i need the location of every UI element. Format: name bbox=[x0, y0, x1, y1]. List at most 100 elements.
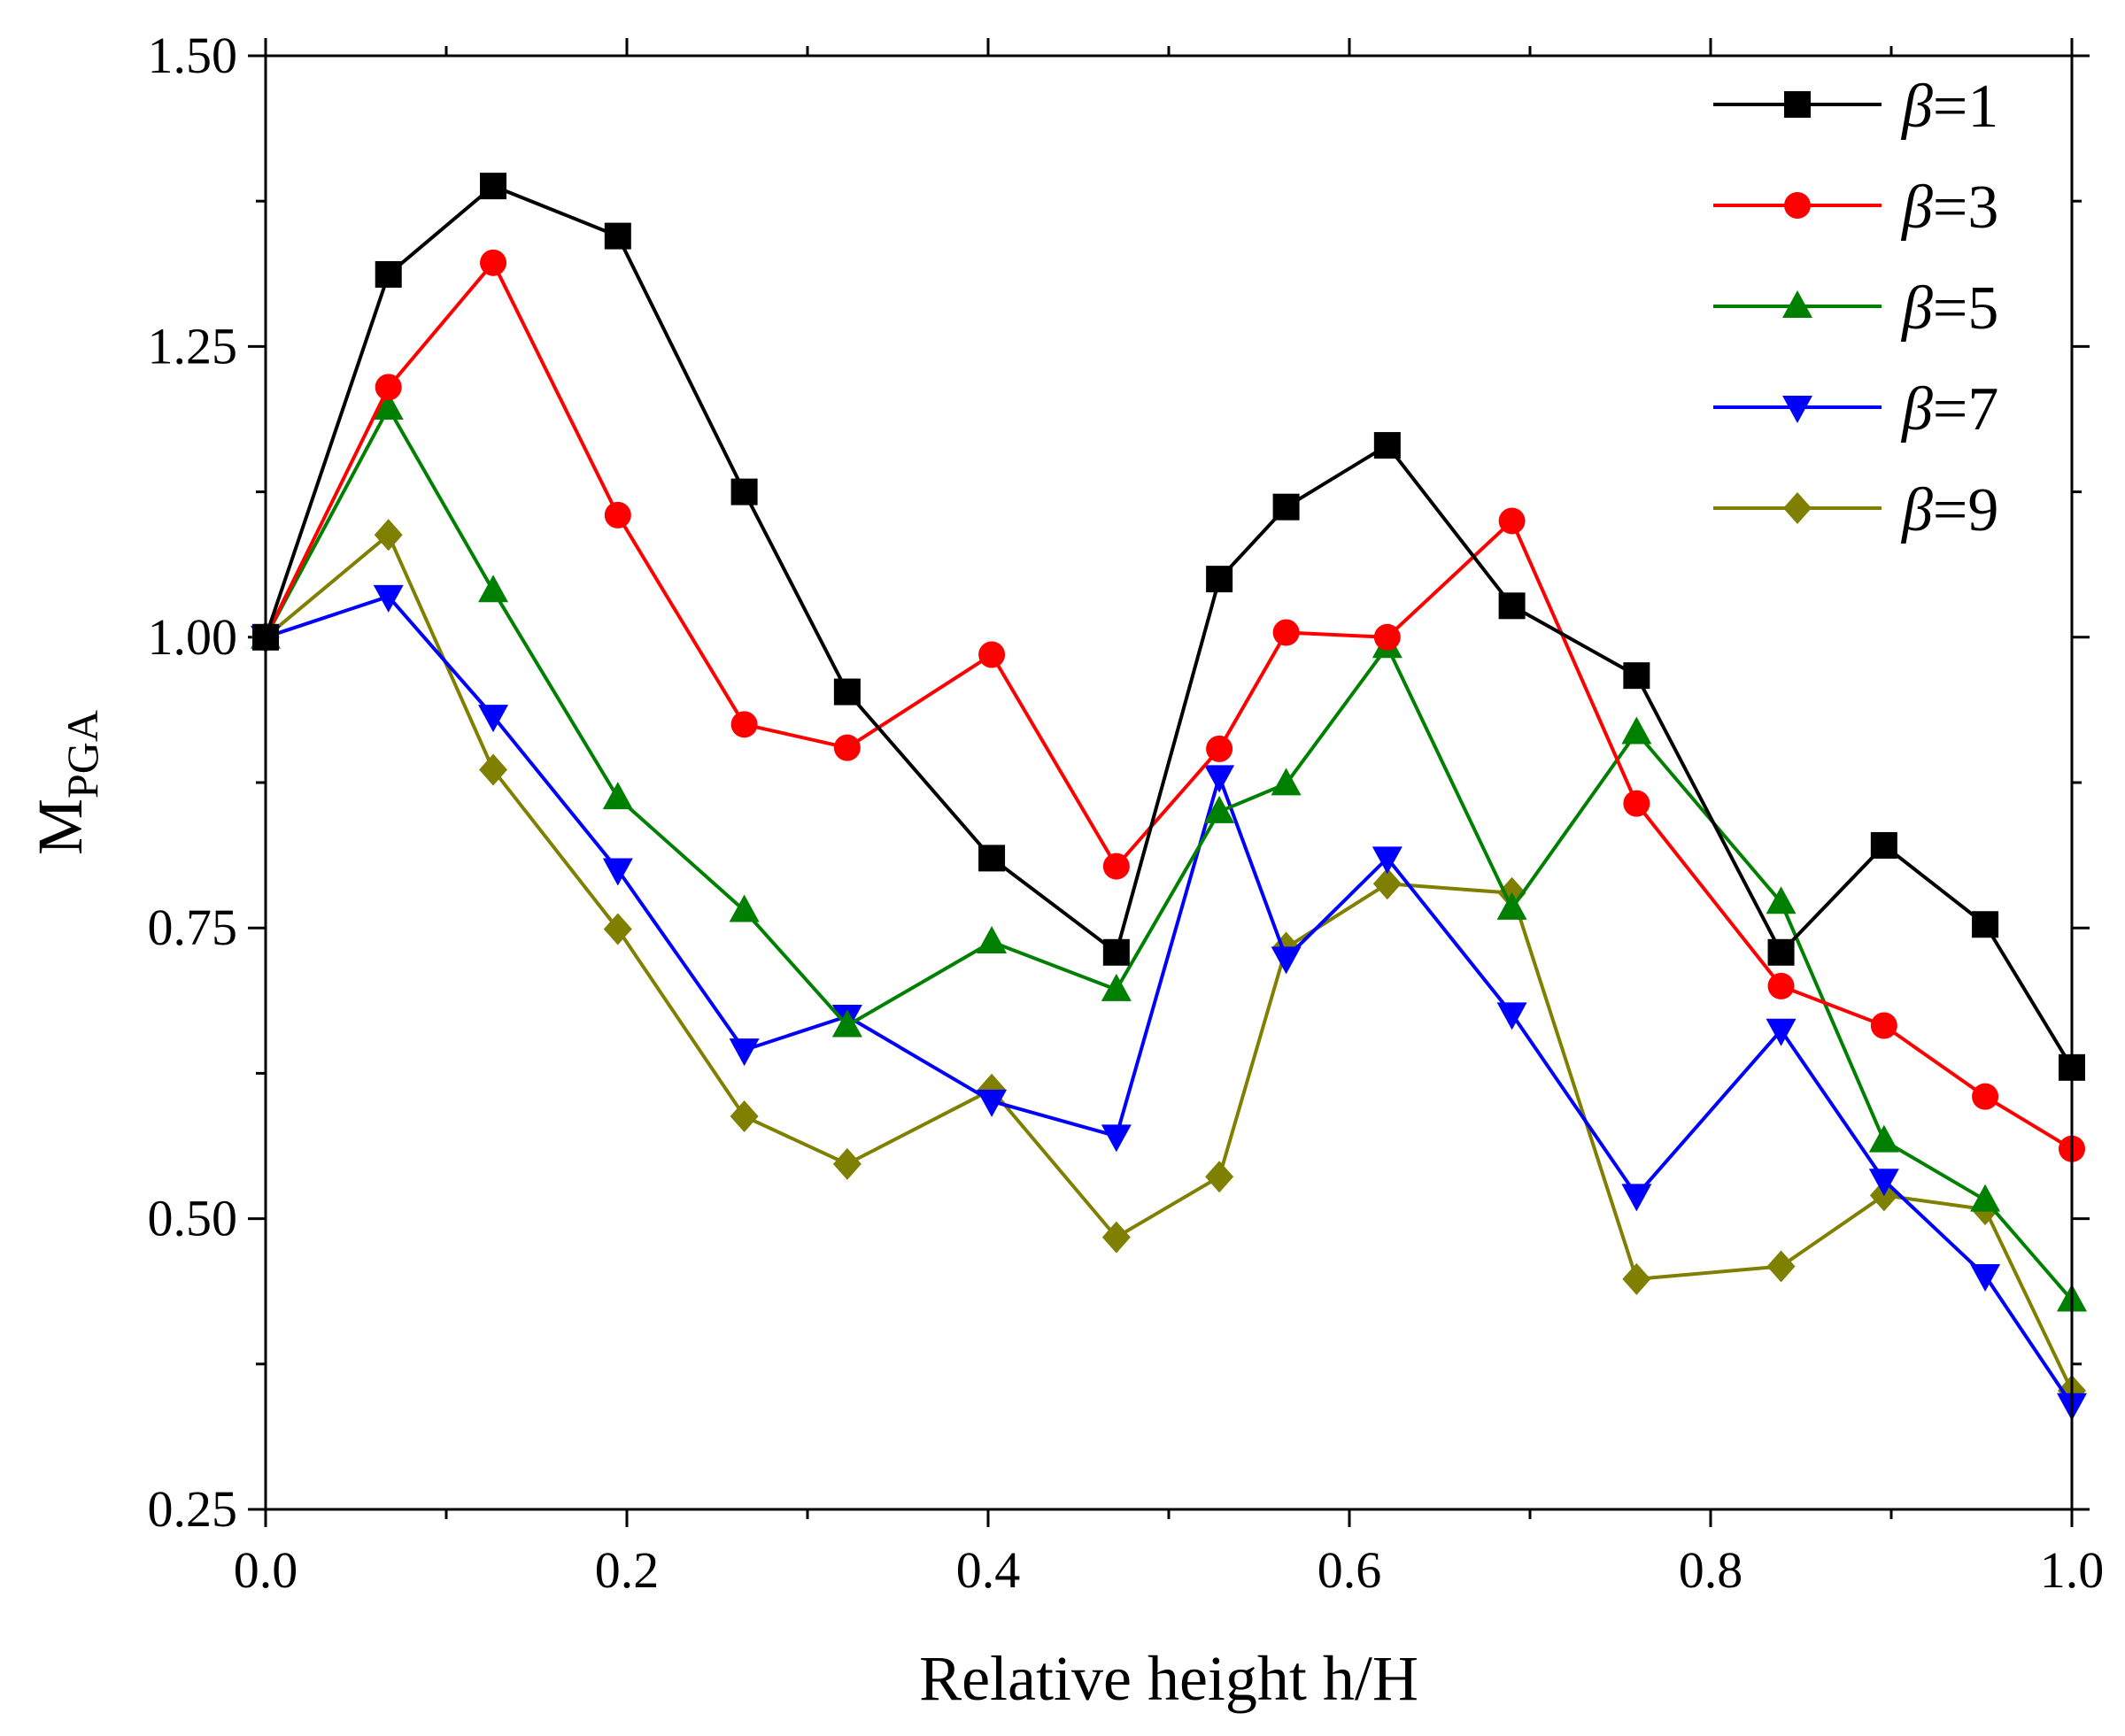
y-axis-title-subscript: PGA bbox=[58, 710, 107, 799]
legend-value: =5 bbox=[1933, 274, 1998, 343]
data-point bbox=[602, 782, 633, 810]
legend-item: β=9 bbox=[1713, 476, 1998, 544]
x-tick-label: 0.0 bbox=[234, 1541, 298, 1599]
data-point bbox=[602, 858, 633, 886]
data-point bbox=[1870, 1012, 1897, 1039]
data-point bbox=[832, 1147, 862, 1180]
data-point bbox=[1101, 1124, 1132, 1153]
series-beta-5 bbox=[251, 392, 2087, 1312]
data-point bbox=[1767, 938, 1795, 966]
data-point bbox=[729, 1038, 760, 1067]
legend-marker bbox=[1782, 396, 1812, 423]
y-tick-label: 1.25 bbox=[148, 317, 238, 374]
legend-label: β=7 bbox=[1900, 375, 1998, 444]
series-beta-7 bbox=[251, 584, 2087, 1421]
data-point bbox=[1101, 973, 1132, 1001]
y-tick-label: 0.50 bbox=[148, 1190, 238, 1247]
y-tick-label: 0.25 bbox=[148, 1480, 238, 1538]
legend-marker bbox=[1783, 492, 1812, 524]
data-point bbox=[1498, 592, 1526, 620]
data-point bbox=[978, 845, 1006, 872]
data-point bbox=[373, 392, 404, 420]
legend-item: β=3 bbox=[1713, 174, 1998, 242]
data-point bbox=[977, 925, 1008, 953]
data-point bbox=[604, 222, 631, 250]
data-point bbox=[831, 1009, 862, 1038]
x-tick-label: 0.6 bbox=[1318, 1541, 1382, 1599]
data-point bbox=[1373, 432, 1401, 459]
data-point bbox=[1972, 1083, 1999, 1110]
legend-symbol: β bbox=[1900, 274, 1933, 343]
legend-symbol: β bbox=[1900, 375, 1933, 444]
legend: β=1β=3β=5β=7β=9 bbox=[1713, 73, 1998, 544]
y-tick-label: 1.00 bbox=[148, 608, 238, 666]
series-beta-1 bbox=[252, 173, 2085, 1081]
data-point bbox=[1868, 1169, 1899, 1197]
series-line bbox=[265, 594, 2074, 1406]
data-point bbox=[977, 1089, 1008, 1117]
data-point bbox=[604, 501, 631, 529]
legend-item: β=5 bbox=[1713, 274, 1998, 343]
data-point bbox=[833, 678, 861, 706]
axes: 0.0 0.2 0.4 0.6 0.8 1.0 0.25 0.50 0.75 1.00 1.25 1.… bbox=[25, 27, 2104, 1714]
series-line bbox=[264, 406, 2074, 1301]
legend-label: β=1 bbox=[1900, 73, 1998, 141]
legend-label: β=9 bbox=[1900, 476, 1998, 544]
data-point bbox=[373, 584, 404, 613]
data-point bbox=[375, 374, 402, 401]
plot-series bbox=[251, 173, 2087, 1421]
series-line bbox=[264, 184, 2074, 1069]
data-point bbox=[1204, 765, 1235, 793]
legend-value: =3 bbox=[1933, 174, 1998, 242]
legend-marker bbox=[1784, 192, 1811, 219]
data-point bbox=[1272, 493, 1300, 521]
data-point bbox=[978, 641, 1006, 668]
data-point bbox=[480, 173, 507, 200]
data-point bbox=[1101, 1221, 1131, 1254]
y-axis-title-main: M bbox=[25, 799, 96, 855]
data-point bbox=[1868, 1124, 1899, 1153]
data-point bbox=[375, 260, 402, 288]
data-point bbox=[1205, 1161, 1234, 1193]
data-point bbox=[1372, 846, 1402, 875]
data-point bbox=[1204, 795, 1235, 823]
y-axis-title: MPGA bbox=[25, 710, 107, 855]
series-beta-3 bbox=[252, 249, 2085, 1162]
data-point bbox=[1271, 946, 1302, 975]
data-point bbox=[1498, 507, 1526, 535]
legend-marker bbox=[1784, 91, 1811, 118]
series-beta-9 bbox=[251, 519, 2086, 1408]
legend-symbol: β bbox=[1900, 73, 1933, 141]
legend-item: β=1 bbox=[1713, 73, 1998, 141]
data-point bbox=[1496, 891, 1527, 920]
x-tick-label: 0.2 bbox=[595, 1541, 660, 1599]
legend-symbol: β bbox=[1900, 476, 1933, 544]
data-point bbox=[730, 711, 758, 738]
data-point bbox=[1766, 886, 1797, 914]
data-point bbox=[1767, 972, 1795, 999]
data-point bbox=[1870, 831, 1897, 859]
legend-label: β=5 bbox=[1900, 274, 1998, 343]
data-point bbox=[1496, 1002, 1527, 1030]
y-tick-label: 0.75 bbox=[148, 899, 238, 956]
data-point bbox=[478, 575, 509, 603]
data-point bbox=[1102, 938, 1130, 966]
data-point bbox=[1766, 1018, 1797, 1046]
data-point bbox=[1621, 1184, 1652, 1212]
data-point bbox=[1970, 1184, 2001, 1212]
data-point bbox=[1272, 619, 1300, 646]
legend-label: β=3 bbox=[1900, 174, 1998, 242]
x-axis-title: Relative height h/H bbox=[919, 1643, 1418, 1714]
data-point bbox=[480, 249, 507, 276]
x-tick-label: 0.4 bbox=[956, 1541, 1021, 1599]
data-point bbox=[1271, 768, 1302, 796]
data-point bbox=[1372, 868, 1402, 900]
data-point bbox=[1621, 716, 1652, 745]
x-tick-label: 0.8 bbox=[1679, 1541, 1743, 1599]
x-tick-label: 1.0 bbox=[2040, 1541, 2105, 1599]
data-point bbox=[374, 519, 403, 552]
data-point bbox=[730, 478, 758, 505]
data-point bbox=[1206, 566, 1233, 593]
data-point bbox=[729, 894, 760, 922]
